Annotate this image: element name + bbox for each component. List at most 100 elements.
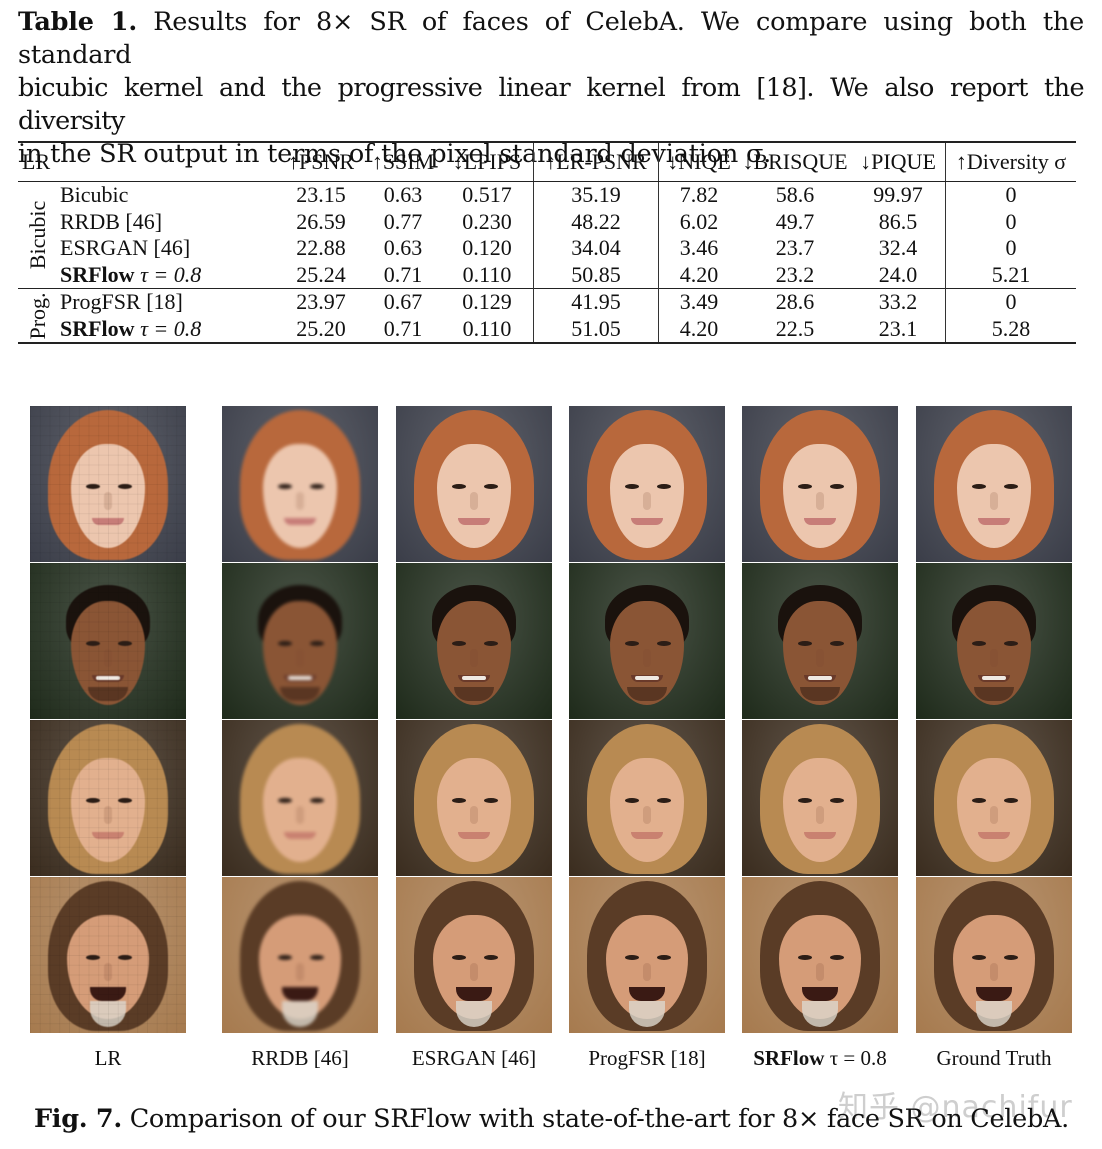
- watermark: 知乎 @nachifur: [838, 1090, 1073, 1125]
- table-row: Bicubic Bicubic 23.15 0.63 0.517 35.19 7.82 58.…: [18, 182, 1076, 269]
- column-label-ground-truth: Ground Truth: [936, 1046, 1052, 1070]
- face-image-progfsr-row-2: [569, 563, 725, 719]
- niqe-cell: 3.46: [658, 235, 739, 262]
- ssim-cell: 0.63: [383, 182, 423, 207]
- pique-cell: 32.4: [878, 235, 918, 260]
- table-row: RRDB [46] 26.59 0.77 0.230 48.22 6.02 49.7 86.5…: [18, 208, 1076, 235]
- header-lr: LR: [22, 148, 51, 174]
- brisque-cell: 22.5: [775, 315, 815, 341]
- psnr-cell: 25.24: [296, 261, 346, 287]
- header-diversity: ↑Diversity σ: [945, 143, 1076, 181]
- diversity-cell: 5.21: [945, 261, 1076, 289]
- psnr-cell: 25.20: [296, 315, 346, 341]
- face-image-srflow-row-3: [742, 720, 898, 876]
- table-top-rule: [18, 141, 1076, 143]
- results-table: LR ↑PSNR ↑SSIM ↓LPIPS ↑LR-PSNR ↓NIQE ↓BR…: [18, 141, 1076, 344]
- lpips-cell: 0.110: [462, 261, 512, 287]
- niqe-cell: 3.49: [658, 288, 739, 316]
- face-image-lr-row-1: [30, 406, 186, 562]
- lpips-cell: 0.120: [462, 235, 512, 260]
- table-row: Prog. ProgFSR [18] 23.97 0.67 0.129 41.95 3.49…: [18, 288, 1076, 342]
- face-image-lr-row-2: [30, 563, 186, 719]
- face-image-rrdb-row-2: [222, 563, 378, 719]
- lr-psnr-cell: 48.22: [533, 208, 659, 235]
- method-cell: Bicubic: [60, 182, 129, 207]
- face-image-ground-truth-row-2: [916, 563, 1072, 719]
- lpips-cell: 0.129: [441, 288, 534, 316]
- face-image-progfsr-row-1: [569, 406, 725, 562]
- table-caption-line-2: bicubic kernel and the progressive linea…: [18, 73, 1085, 136]
- brisque-cell: 58.6: [775, 182, 815, 207]
- psnr-cell: 26.59: [296, 208, 346, 234]
- figure-caption-text: Comparison of our SRFlow with state-of-t…: [129, 1104, 1069, 1134]
- niqe-cell: 7.82: [658, 182, 739, 209]
- column-label-esrgan: ESRGAN [46]: [411, 1046, 537, 1070]
- table-row: SRFlow τ = 0.8 25.24 0.71 0.110 50.85 4.20 23.…: [18, 261, 1076, 289]
- ssim-cell: 0.71: [383, 315, 423, 341]
- table-bottom-rule: [18, 342, 1076, 344]
- ssim-cell: 0.67: [365, 288, 441, 316]
- column-label-rrdb: RRDB [46]: [251, 1046, 349, 1070]
- pique-cell: 23.1: [878, 315, 918, 341]
- header-lr-psnr: ↑LR-PSNR: [533, 143, 659, 181]
- lpips-cell: 0.517: [462, 182, 512, 207]
- table-row: ESRGAN [46] 22.88 0.63 0.120 34.04 3.46 23.7 32…: [18, 235, 1076, 262]
- column-label-progfsr: ProgFSR [18]: [588, 1046, 706, 1070]
- diversity-cell: 5.28: [945, 315, 1076, 342]
- face-image-rrdb-row-1: [222, 406, 378, 562]
- diversity-cell: 0: [945, 288, 1076, 316]
- table-caption-line-1: Table 1. Results for 8× SR of faces of C…: [18, 7, 1084, 70]
- face-image-esrgan-row-4: [396, 877, 552, 1033]
- ssim-cell: 0.77: [383, 208, 423, 234]
- face-image-lr-row-3: [30, 720, 186, 876]
- face-image-rrdb-row-3: [222, 720, 378, 876]
- group-label: Prog.: [18, 288, 58, 342]
- face-image-lr-row-4: [30, 877, 186, 1033]
- brisque-cell: 49.7: [775, 208, 815, 234]
- lr-psnr-cell: 34.04: [533, 235, 659, 262]
- pique-cell: 86.5: [878, 208, 918, 234]
- diversity-cell: 0: [945, 208, 1076, 235]
- niqe-cell: 4.20: [658, 315, 739, 342]
- diversity-cell: 0: [945, 235, 1076, 262]
- column-label-lr: LR: [94, 1046, 122, 1070]
- group-label: Bicubic: [24, 200, 50, 270]
- table-row: SRFlow τ = 0.8 25.20 0.71 0.110 51.05 4.20 22.…: [18, 315, 1076, 342]
- figure-column-labels: LR RRDB [46] ESRGAN [46] ProgFSR [18] SRFlow…: [0, 1046, 1102, 1076]
- face-image-srflow-row-2: [742, 563, 898, 719]
- lr-psnr-cell: 50.85: [533, 261, 659, 289]
- column-label-srflow: SRFlow τ = 0.8: [753, 1046, 887, 1070]
- header-lpips: ↓LPIPS: [452, 148, 522, 174]
- header-psnr: ↑PSNR: [287, 148, 355, 174]
- psnr-cell: 22.88: [296, 235, 346, 260]
- face-image-ground-truth-row-4: [916, 877, 1072, 1033]
- brisque-cell: 28.6: [739, 288, 851, 316]
- face-image-esrgan-row-3: [396, 720, 552, 876]
- header-niqe: ↓NIQE: [658, 143, 739, 181]
- face-image-ground-truth-row-3: [916, 720, 1072, 876]
- face-image-rrdb-row-4: [222, 877, 378, 1033]
- psnr-cell: 23.15: [296, 182, 346, 207]
- header-pique: ↓PIQUE: [860, 148, 936, 174]
- table-header-row: LR ↑PSNR ↑SSIM ↓LPIPS ↑LR-PSNR ↓NIQE ↓BR…: [18, 143, 1076, 181]
- face-image-progfsr-row-3: [569, 720, 725, 876]
- brisque-cell: 23.2: [775, 261, 815, 287]
- method-cell: ProgFSR [18]: [58, 288, 277, 316]
- diversity-cell: 0: [945, 182, 1076, 209]
- face-image-esrgan-row-2: [396, 563, 552, 719]
- ssim-cell: 0.63: [383, 235, 423, 260]
- lpips-cell: 0.230: [462, 208, 512, 234]
- lpips-cell: 0.110: [462, 315, 512, 341]
- method-cell: RRDB [46]: [60, 208, 163, 234]
- method-cell: SRFlow τ = 0.8: [60, 315, 202, 341]
- face-image-esrgan-row-1: [396, 406, 552, 562]
- psnr-cell: 23.97: [277, 288, 365, 316]
- method-cell: ESRGAN [46]: [60, 235, 191, 260]
- header-rule: [18, 181, 1076, 182]
- lr-psnr-cell: 51.05: [533, 315, 659, 342]
- face-image-progfsr-row-4: [569, 877, 725, 1033]
- pique-cell: 99.97: [873, 182, 923, 207]
- lr-psnr-cell: 41.95: [533, 288, 659, 316]
- header-brisque: ↓BRISQUE: [742, 148, 848, 174]
- figure-caption: Fig. 7. Comparison of our SRFlow with st…: [34, 1104, 1069, 1134]
